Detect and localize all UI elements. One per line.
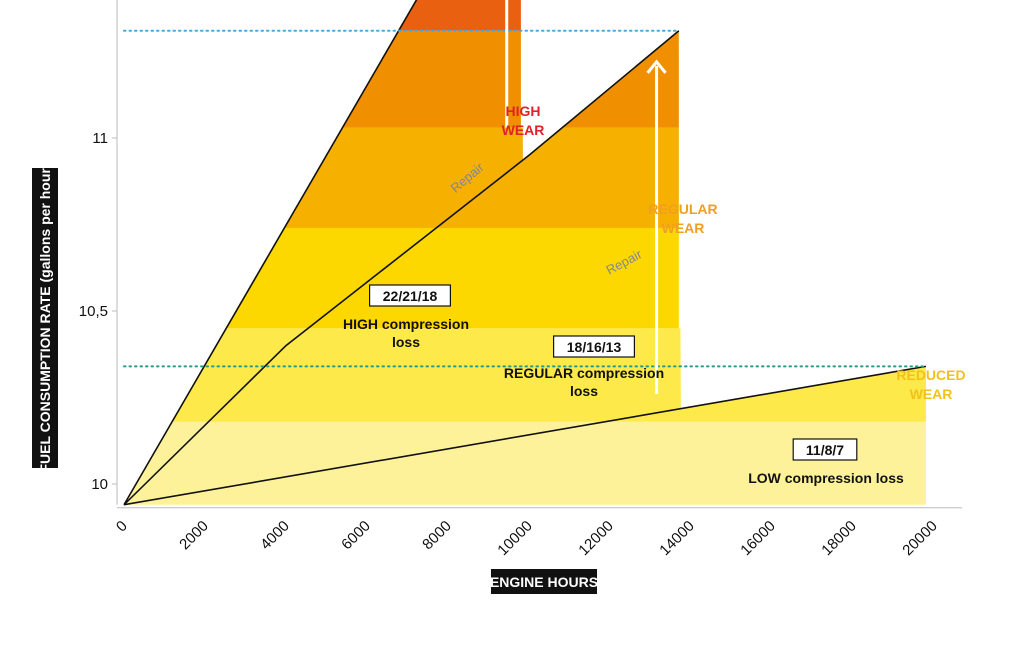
x-tick-label: 6000 — [338, 518, 374, 554]
condition-label-0: HIGH compression — [343, 316, 469, 332]
y-tick-label: 10,5 — [79, 303, 108, 320]
wear-label-1: WEAR — [662, 220, 705, 236]
condition-label-2: LOW compression loss — [748, 470, 904, 486]
x-tick-label: 16000 — [737, 518, 779, 560]
series-line-0 — [123, 0, 418, 506]
x-tick-label: 8000 — [419, 518, 455, 554]
color-band-2-0 — [226, 227, 679, 329]
wear-label-1: REGULAR — [648, 201, 717, 217]
color-band-3-0 — [284, 127, 679, 228]
y-tick-label: 11 — [92, 130, 108, 147]
torn-edge — [925, 366, 932, 505]
wear-label-2: WEAR — [910, 386, 953, 402]
codes-text-0: 22/21/18 — [383, 288, 438, 304]
x-axis-title-text: ENGINE HOURS — [490, 574, 598, 590]
y-axis-title: FUEL CONSUMPTION RATE (gallons per hour) — [32, 163, 58, 473]
series-line-2 — [123, 365, 927, 506]
x-axis-title-box — [491, 569, 597, 594]
wear-label-0: HIGH — [506, 103, 541, 119]
wear-lines — [123, 0, 927, 506]
arrow-head-1 — [646, 59, 667, 74]
codes-box-1 — [552, 335, 635, 358]
x-tick-label: 20000 — [899, 518, 941, 560]
repair-arrows — [505, 0, 667, 395]
codes-box-2 — [792, 438, 858, 461]
codes-box-0 — [369, 284, 452, 307]
x-axis-title: ENGINE HOURS — [490, 569, 598, 594]
codes-text-1: 18/16/13 — [567, 339, 622, 355]
y-axis-title-box — [32, 168, 58, 468]
x-tick-label: 18000 — [818, 518, 860, 560]
wear-label-2: REDUCED — [896, 367, 965, 383]
condition-label-0: loss — [392, 334, 420, 350]
ceiling-lines — [123, 29, 927, 368]
x-tick-label: 4000 — [257, 518, 293, 554]
wear-label-0: WEAR — [502, 122, 545, 138]
x-tick-label: 14000 — [656, 518, 698, 560]
x-tick-label: 12000 — [575, 518, 617, 560]
x-tick-label: 0 — [113, 518, 131, 536]
series-line-1 — [123, 30, 680, 506]
color-band-0-0 — [124, 421, 926, 505]
x-tick-label: 2000 — [176, 518, 212, 554]
wear-area-bands — [124, 0, 934, 505]
color-band-5-0 — [398, 0, 521, 31]
x-tick-label: 10000 — [494, 518, 536, 560]
codes-text-2: 11/8/7 — [806, 442, 844, 458]
condition-label-1: loss — [570, 383, 598, 399]
y-tick-label: 10 — [91, 476, 108, 493]
mask-above-curves — [124, 0, 934, 505]
condition-label-1: REGULAR compression — [504, 365, 664, 381]
y-axis-title-text: FUEL CONSUMPTION RATE (gallons per hour) — [37, 163, 53, 472]
